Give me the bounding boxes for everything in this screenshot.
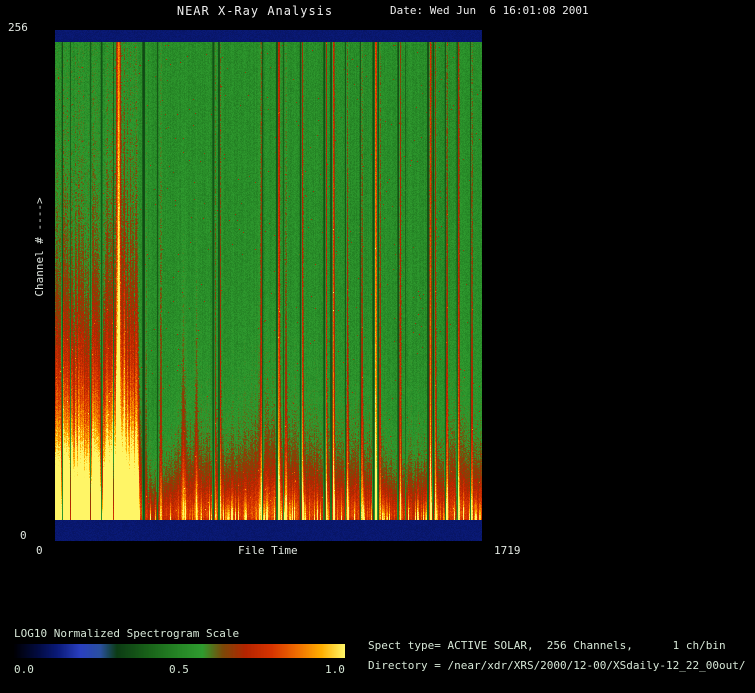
colorbar-title: LOG10 Normalized Spectrogram Scale — [14, 627, 240, 640]
y-axis-title: Channel # ----> — [33, 197, 46, 297]
colorbar-tick-min: 0.0 — [14, 663, 34, 676]
colorbar-tick-max: 1.0 — [325, 663, 345, 676]
y-axis-min-label: 0 — [20, 529, 27, 542]
colorbar-canvas — [14, 644, 345, 658]
date-label: Date: Wed Jun 6 16:01:08 2001 — [390, 4, 589, 17]
y-axis-max-label: 256 — [8, 21, 28, 34]
x-axis-max-label: 1719 — [494, 544, 521, 557]
directory-label: Directory = /near/xdr/XRS/2000/12-00/XSd… — [368, 659, 746, 672]
x-axis-title: File Time — [238, 544, 298, 557]
spect-type-label: Spect type= ACTIVE SOLAR, 256 Channels, … — [368, 639, 726, 652]
spectrogram-canvas — [55, 30, 482, 541]
app-title: NEAR X-Ray Analysis — [176, 4, 334, 18]
colorbar-tick-mid: 0.5 — [169, 663, 189, 676]
x-axis-min-label: 0 — [36, 544, 43, 557]
